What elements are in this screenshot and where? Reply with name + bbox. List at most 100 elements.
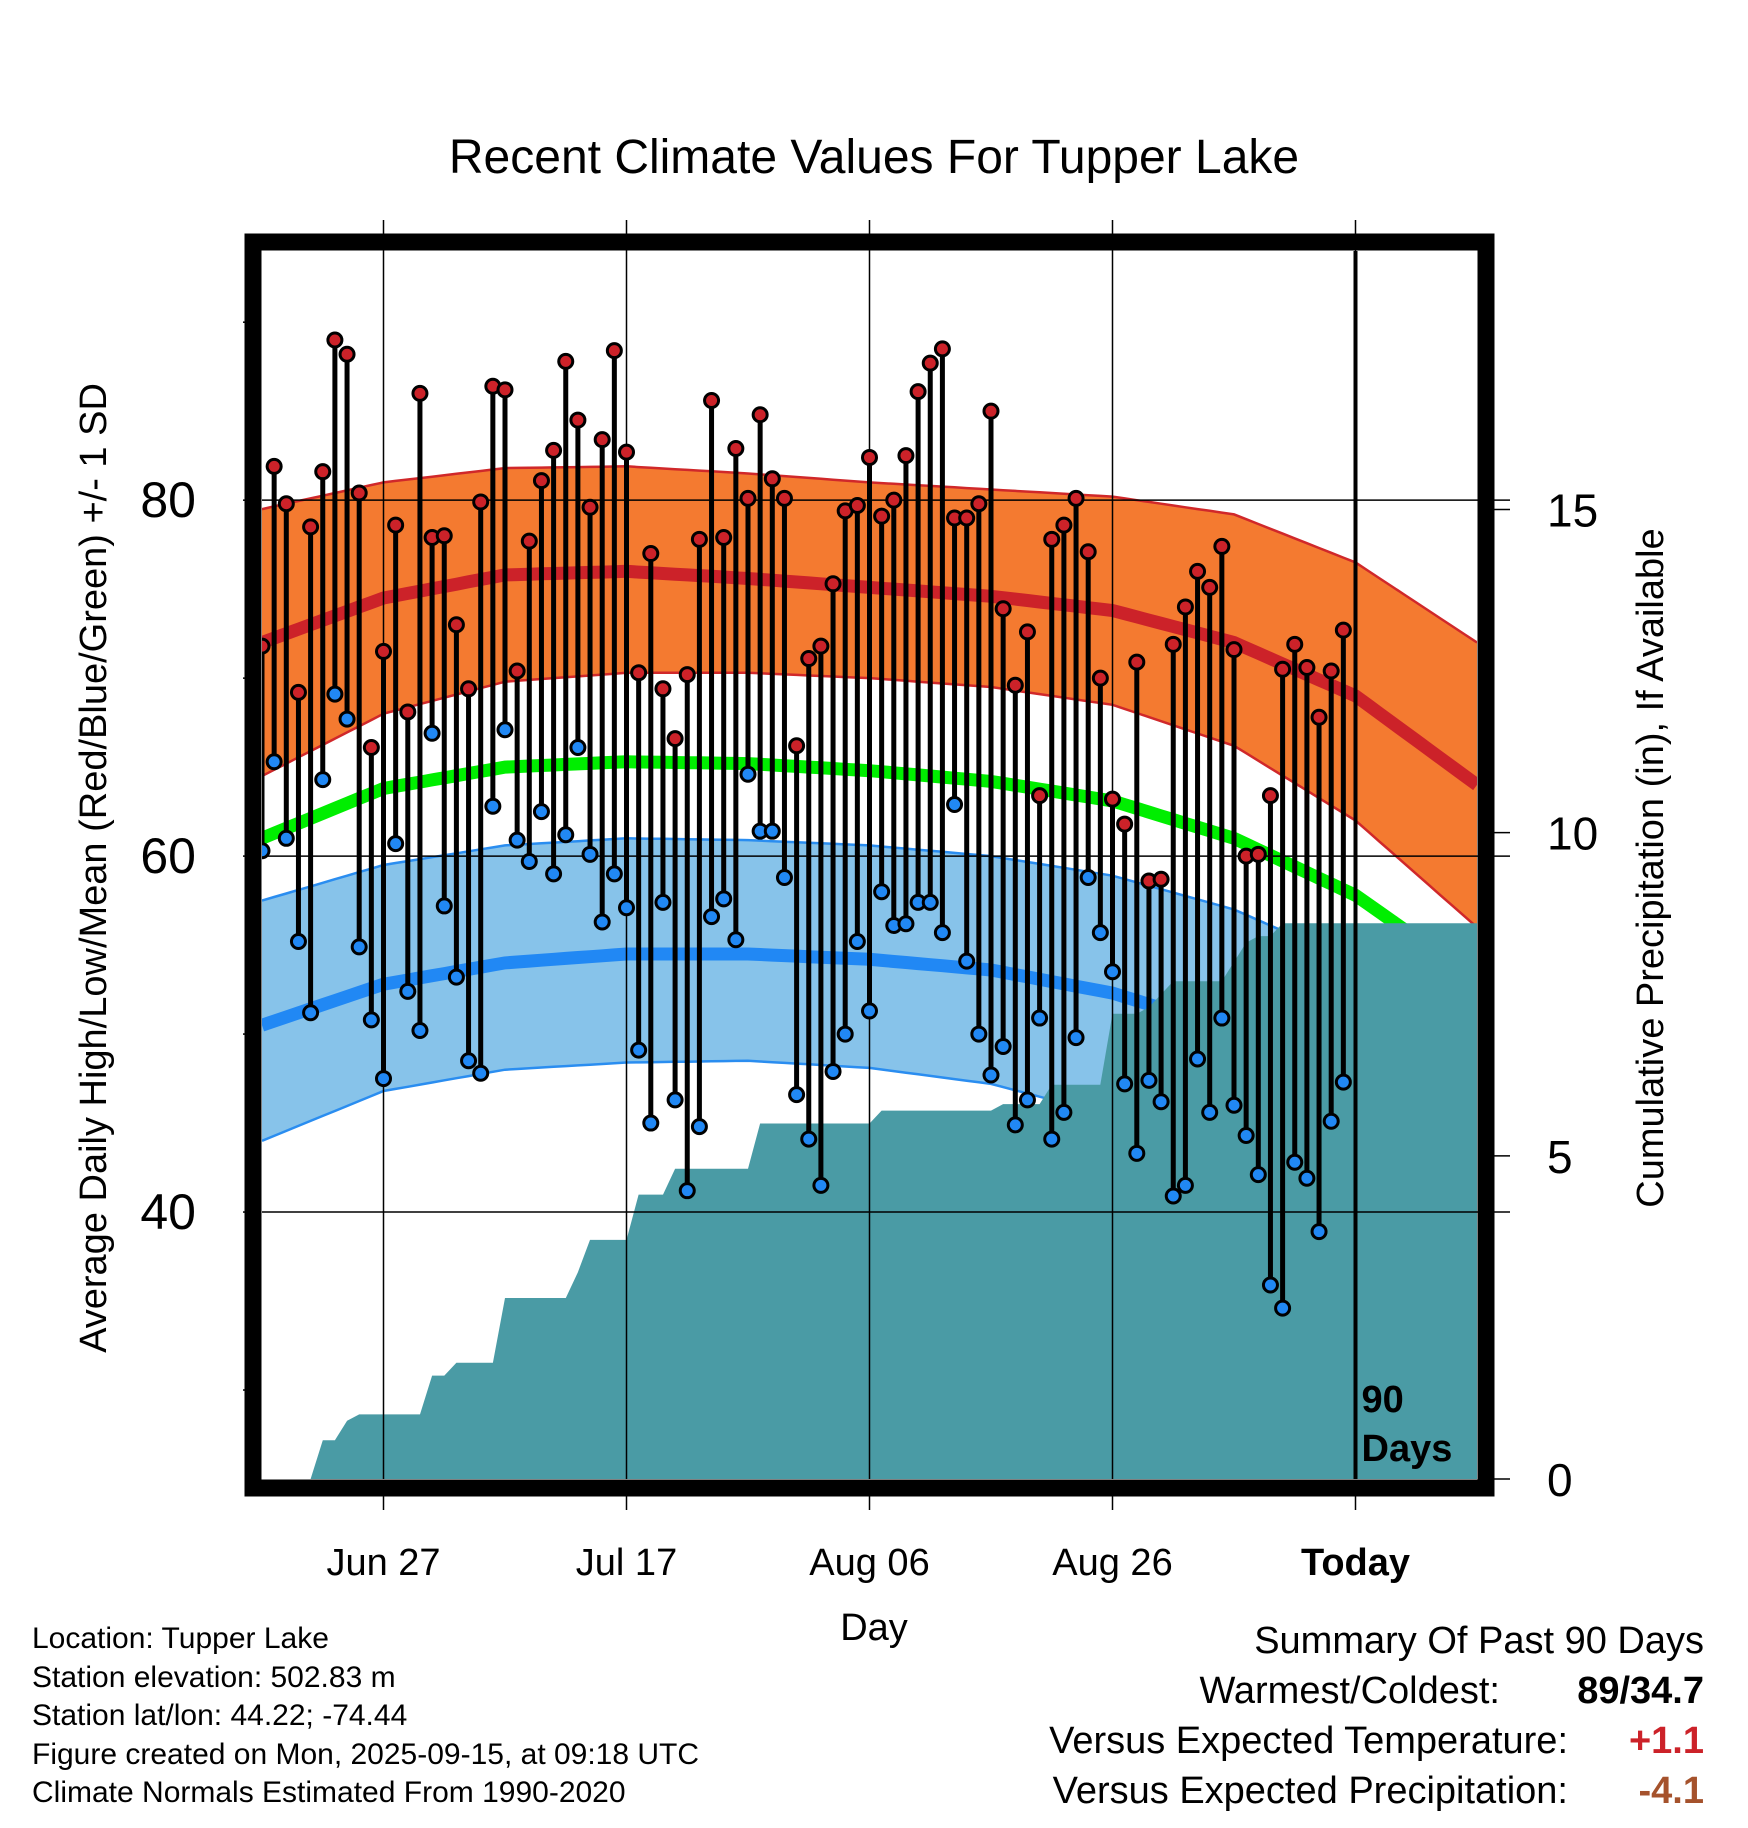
today-days-label: Days bbox=[1362, 1428, 1453, 1470]
y2-tick-label: 10 bbox=[1547, 808, 1598, 860]
daily-high-point bbox=[1116, 815, 1134, 833]
daily-high-point bbox=[933, 340, 951, 358]
summary-precip-value: -4.1 bbox=[1638, 1770, 1704, 1812]
daily-high-point bbox=[1298, 658, 1316, 676]
daily-high-point bbox=[1176, 598, 1194, 616]
daily-low-point bbox=[1334, 1073, 1352, 1091]
daily-high-point bbox=[1018, 623, 1036, 641]
daily-high-point bbox=[314, 463, 332, 481]
daily-high-point bbox=[763, 470, 781, 488]
daily-high-point bbox=[1091, 669, 1109, 687]
daily-high-point bbox=[496, 381, 514, 399]
daily-low-point bbox=[727, 931, 745, 949]
daily-high-point bbox=[435, 527, 453, 545]
daily-low-point bbox=[581, 845, 599, 863]
daily-high-point bbox=[1164, 635, 1182, 653]
daily-high-point bbox=[399, 703, 417, 721]
daily-low-point bbox=[1091, 924, 1109, 942]
daily-low-point bbox=[1225, 1096, 1243, 1114]
info-latlon: Station lat/lon: 44.22; -74.44 bbox=[32, 1699, 408, 1732]
daily-low-point bbox=[1249, 1166, 1267, 1184]
daily-low-point bbox=[703, 908, 721, 926]
daily-high-point bbox=[289, 683, 307, 701]
summary-precip-label: Versus Expected Precipitation: bbox=[1052, 1770, 1568, 1812]
daily-low-point bbox=[1237, 1127, 1255, 1145]
daily-high-point bbox=[727, 440, 745, 458]
x-tick-label: Today bbox=[1301, 1542, 1410, 1584]
daily-high-point bbox=[909, 383, 927, 401]
daily-low-point bbox=[1055, 1103, 1073, 1121]
y2-tick-label: 5 bbox=[1547, 1131, 1573, 1183]
daily-low-point bbox=[812, 1176, 830, 1194]
daily-low-point bbox=[1261, 1276, 1279, 1294]
daily-low-point bbox=[933, 924, 951, 942]
daily-low-point bbox=[338, 710, 356, 728]
daily-high-point bbox=[1079, 543, 1097, 561]
daily-high-point bbox=[958, 509, 976, 527]
daily-low-point bbox=[1116, 1075, 1134, 1093]
daily-low-point bbox=[739, 765, 757, 783]
daily-high-point bbox=[1213, 537, 1231, 555]
daily-low-point bbox=[1298, 1169, 1316, 1187]
daily-low-point bbox=[1189, 1050, 1207, 1068]
daily-high-point bbox=[1189, 562, 1207, 580]
daily-low-point bbox=[326, 685, 344, 703]
daily-high-point bbox=[593, 431, 611, 449]
daily-low-point bbox=[1067, 1029, 1085, 1047]
daily-high-point bbox=[788, 737, 806, 755]
x-tick-label: Aug 06 bbox=[809, 1542, 929, 1584]
chart-title: Recent Climate Values For Tupper Lake bbox=[448, 131, 1300, 184]
daily-high-point bbox=[970, 495, 988, 513]
daily-high-point bbox=[557, 352, 575, 370]
daily-low-point bbox=[1201, 1103, 1219, 1121]
daily-low-point bbox=[836, 1025, 854, 1043]
daily-high-point bbox=[1334, 621, 1352, 639]
daily-low-point bbox=[532, 803, 550, 821]
daily-low-point bbox=[824, 1062, 842, 1080]
daily-low-point bbox=[472, 1064, 490, 1082]
daily-high-point bbox=[848, 496, 866, 514]
daily-high-point bbox=[1055, 516, 1073, 534]
daily-low-point bbox=[1031, 1009, 1049, 1027]
daily-low-point bbox=[618, 899, 635, 917]
x-tick-label: Aug 26 bbox=[1052, 1542, 1172, 1584]
daily-low-point bbox=[520, 852, 538, 870]
daily-low-point bbox=[435, 897, 453, 915]
daily-low-point bbox=[1104, 963, 1121, 981]
info-location: Location: Tupper Lake bbox=[32, 1622, 329, 1655]
daily-low-point bbox=[447, 968, 465, 986]
daily-low-point bbox=[496, 721, 514, 739]
daily-low-point bbox=[314, 771, 332, 789]
daily-low-point bbox=[994, 1038, 1012, 1056]
daily-low-point bbox=[1006, 1116, 1024, 1134]
y2-tick-label: 15 bbox=[1547, 485, 1598, 537]
daily-high-point bbox=[1128, 653, 1146, 671]
info-normals: Climate Normals Estimated From 1990-2020 bbox=[32, 1776, 626, 1809]
daily-high-point bbox=[715, 529, 733, 547]
daily-high-point bbox=[1225, 641, 1243, 659]
daily-high-point bbox=[1067, 489, 1085, 507]
daily-low-point bbox=[921, 893, 939, 911]
x-axis-label: Day bbox=[840, 1607, 908, 1649]
daily-high-point bbox=[545, 441, 563, 459]
daily-high-point bbox=[618, 443, 635, 461]
daily-low-point bbox=[848, 933, 866, 951]
info-created: Figure created on Mon, 2025-09-15, at 09… bbox=[32, 1738, 700, 1771]
daily-low-point bbox=[302, 1004, 320, 1022]
daily-high-point bbox=[751, 406, 769, 424]
daily-high-point bbox=[605, 342, 623, 360]
daily-low-point bbox=[1310, 1223, 1328, 1241]
daily-high-point bbox=[921, 354, 939, 372]
daily-high-point bbox=[982, 402, 1000, 420]
daily-high-point bbox=[472, 493, 490, 511]
daily-high-point bbox=[277, 495, 295, 513]
y2-axis-label: Cumulative Precipitation (in), If Availa… bbox=[1630, 528, 1672, 1207]
y-axis-label: Average Daily High/Low/Mean (Red/Blue/Gr… bbox=[73, 383, 115, 1353]
daily-low-point bbox=[1164, 1187, 1182, 1205]
daily-low-point bbox=[484, 797, 502, 815]
summary-temp-label: Versus Expected Temperature: bbox=[1049, 1720, 1568, 1762]
today-days-label: 90 bbox=[1362, 1379, 1404, 1421]
daily-high-point bbox=[897, 447, 915, 465]
daily-low-point bbox=[1018, 1091, 1036, 1109]
daily-low-point bbox=[508, 831, 526, 849]
